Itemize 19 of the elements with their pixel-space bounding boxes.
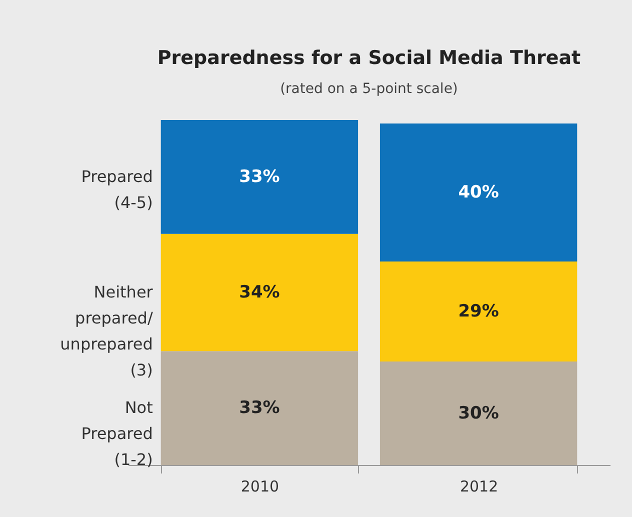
- bar: [380, 261, 578, 362]
- bar: [160, 120, 358, 234]
- data-label: 33%: [239, 398, 280, 418]
- data-label: 30%: [458, 403, 499, 424]
- data-label: 40%: [458, 182, 499, 202]
- data-label: 29%: [458, 301, 499, 322]
- bar: [160, 234, 358, 352]
- x-tick-label: 2010: [240, 478, 280, 496]
- bar: [380, 123, 578, 262]
- chart-subtitle: (rated on a 5-point scale): [280, 81, 458, 97]
- series-label: Not Prepared (1-2): [81, 398, 153, 470]
- data-label: 33%: [239, 166, 280, 187]
- data-label: 34%: [239, 282, 280, 302]
- series-label: Prepared (4-5): [81, 166, 153, 212]
- series-label: Neither prepared/ unprepared (3): [60, 282, 154, 380]
- bar: [380, 362, 578, 465]
- x-tick-label: 2012: [460, 478, 498, 496]
- chart-title: Preparedness for a Social Media Threat: [157, 47, 581, 69]
- bar: [160, 351, 358, 465]
